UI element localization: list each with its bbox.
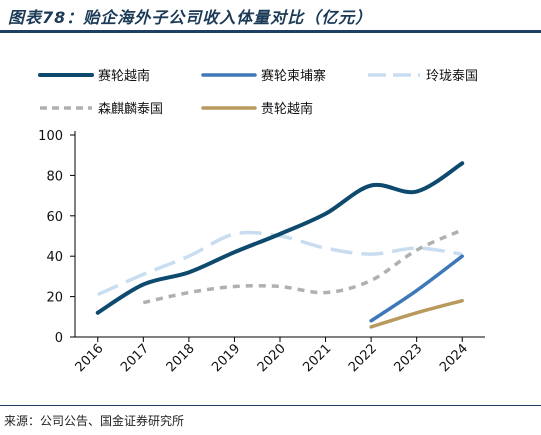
x-tick-label: 2018 [164,341,198,375]
legend-label: 玲珑泰国 [426,69,478,84]
x-tick-label: 2022 [346,341,380,375]
x-tick-label: 2024 [437,341,471,375]
x-tick-label: 2017 [118,341,152,375]
series-line [95,161,465,315]
legend-label: 贵轮越南 [261,101,313,117]
series-line [97,230,463,297]
series-line [142,228,463,305]
y-tick-label: 0 [55,331,63,346]
y-tick-label: 80 [46,169,63,184]
chart-title: 图表78：贻企海外子公司收入体量对比（亿元） [8,8,373,27]
title-rule [0,30,541,33]
x-tick-label: 2016 [73,341,107,375]
legend-label: 赛轮越南 [98,68,150,84]
x-tick-label: 2023 [391,341,425,375]
legend-label: 赛轮柬埔寨 [261,68,326,84]
footer-rule [0,405,541,406]
x-tick-label: 2019 [209,341,243,375]
legend-label: 森麒麟泰国 [98,101,163,117]
y-tick-label: 20 [46,291,63,306]
series-line [369,254,464,323]
y-tick-label: 100 [38,129,63,144]
x-tick-label: 2020 [255,341,289,375]
y-tick-label: 40 [46,250,63,265]
series-lines [95,161,465,329]
y-tick-label: 60 [46,210,63,225]
source-note: 来源：公司公告、国金证券研究所 [4,414,185,428]
x-tick-label: 2021 [300,341,334,375]
series-line [369,298,464,329]
axes: 0 20 40 60 80 100 2016 2017 2018 2019 2020 2021 2022… [38,129,485,375]
